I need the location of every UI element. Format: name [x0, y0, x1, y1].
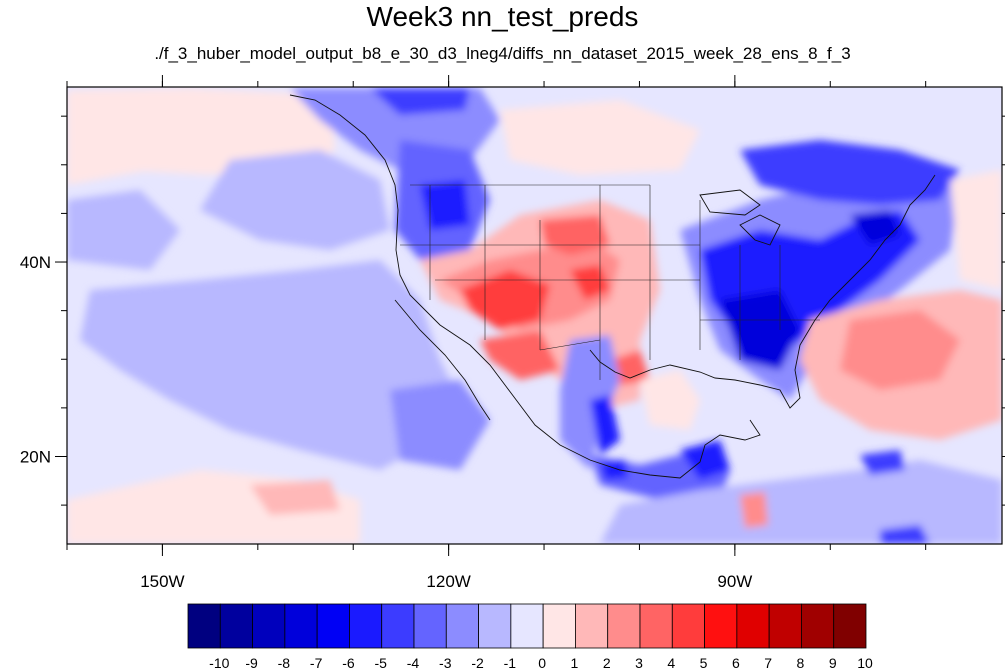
colorbar-label: 7	[764, 655, 772, 671]
colorbar-label: -2	[471, 655, 484, 671]
colorbar-label: 6	[732, 655, 740, 671]
colorbar-label: -8	[278, 655, 291, 671]
colorbar-swatch	[510, 603, 544, 649]
x-tick-label: 120W	[426, 572, 470, 591]
y-tick-label: 20N	[20, 447, 51, 466]
colorbar-swatch	[768, 603, 802, 649]
map-title: Week3 nn_test_preds	[366, 1, 639, 32]
colorbar-swatch	[252, 603, 286, 649]
axis-labels: 150W 120W 90W 40N 20N	[20, 253, 753, 591]
colorbar-label: 2	[603, 655, 611, 671]
colorbar-swatch	[349, 603, 383, 649]
colorbar-swatch	[381, 603, 415, 649]
colorbar-label: -6	[342, 655, 355, 671]
colorbar-label: 8	[797, 655, 805, 671]
colorbar-label: -1	[504, 655, 517, 671]
colorbar-swatch	[445, 603, 479, 649]
colorbar-swatch	[801, 603, 835, 649]
colorbar-swatch	[671, 603, 705, 649]
colorbar-label: -4	[407, 655, 420, 671]
state-borders	[400, 184, 820, 380]
colorbar-swatch	[413, 603, 447, 649]
coastlines	[289, 94, 936, 479]
colorbar-label: 10	[857, 655, 873, 671]
colorbar-swatch	[833, 603, 867, 649]
colorbar-label: 1	[571, 655, 579, 671]
colorbar	[187, 603, 867, 649]
colorbar-swatch	[542, 603, 576, 649]
colorbar-label: -5	[374, 655, 387, 671]
colorbar-label: -3	[439, 655, 452, 671]
colorbar-label: 0	[538, 655, 546, 671]
colorbar-label: 3	[635, 655, 643, 671]
colorbar-swatch	[607, 603, 641, 649]
map-field	[67, 87, 1002, 544]
colorbar-label: -10	[209, 655, 229, 671]
colorbar-label: -7	[310, 655, 323, 671]
axis-ticks	[55, 75, 1005, 556]
map-frame	[66, 86, 1003, 545]
colorbar-label: -9	[245, 655, 258, 671]
colorbar-swatch	[736, 603, 770, 649]
colorbar-swatch	[316, 603, 350, 649]
colorbar-swatch	[219, 603, 253, 649]
colorbar-label: 5	[700, 655, 708, 671]
colorbar-labels: -10 -9 -8 -7 -6 -5 -4 -3 -2 -1 0 1 2 3 4 5 6 7 8 9 10	[209, 655, 873, 671]
colorbar-label: 4	[667, 655, 675, 671]
colorbar-swatch	[575, 603, 609, 649]
x-tick-label: 90W	[717, 572, 752, 591]
colorbar-swatch	[284, 603, 318, 649]
colorbar-swatch	[478, 603, 512, 649]
y-tick-label: 40N	[20, 253, 51, 272]
colorbar-swatch	[704, 603, 738, 649]
colorbar-swatch	[639, 603, 673, 649]
map-subtitle: ./f_3_huber_model_output_b8_e_30_d3_lneg…	[154, 44, 851, 63]
colorbar-label: 9	[829, 655, 837, 671]
colorbar-swatch	[187, 603, 221, 649]
x-tick-label: 150W	[140, 572, 184, 591]
